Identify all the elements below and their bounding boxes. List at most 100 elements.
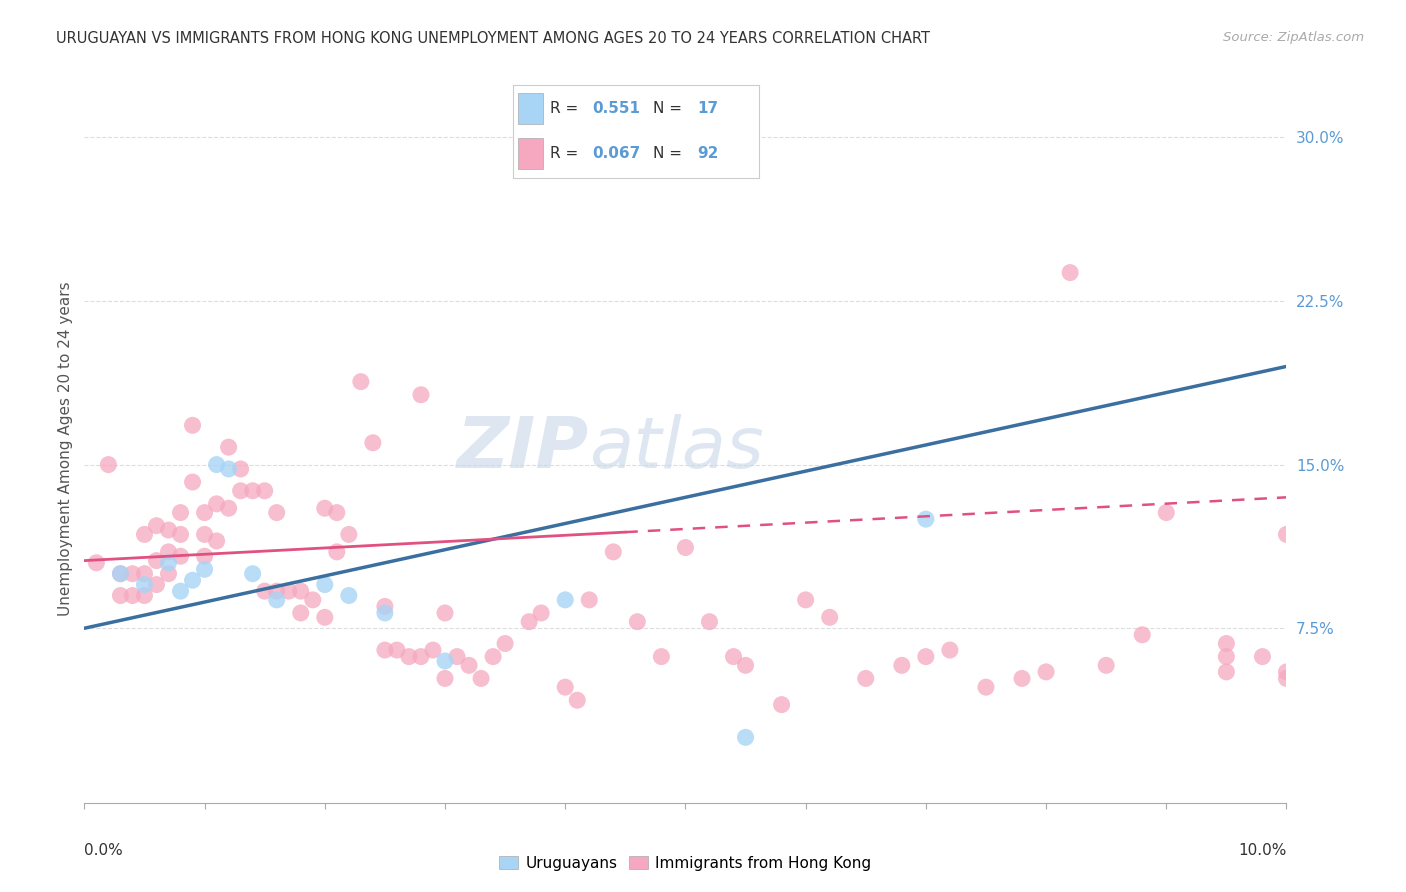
Point	[194, 549, 217, 564]
Point	[1156, 506, 1178, 520]
Point	[337, 527, 360, 541]
Point	[181, 475, 204, 489]
Point	[374, 606, 396, 620]
Point	[266, 584, 288, 599]
Point	[734, 731, 756, 745]
Point	[434, 654, 457, 668]
Legend: Uruguayans, Immigrants from Hong Kong: Uruguayans, Immigrants from Hong Kong	[494, 849, 877, 877]
Point	[301, 593, 323, 607]
Point	[1275, 527, 1298, 541]
Point	[181, 418, 204, 433]
Point	[337, 589, 360, 603]
Text: R =: R =	[550, 146, 583, 161]
Point	[939, 643, 962, 657]
Point	[446, 649, 468, 664]
Point	[470, 672, 492, 686]
Point	[409, 388, 432, 402]
Point	[86, 556, 108, 570]
Point	[567, 693, 589, 707]
Text: Source: ZipAtlas.com: Source: ZipAtlas.com	[1223, 31, 1364, 45]
Point	[194, 562, 217, 576]
Point	[266, 593, 288, 607]
Point	[723, 649, 745, 664]
Text: 92: 92	[697, 146, 718, 161]
FancyBboxPatch shape	[517, 138, 543, 169]
Point	[1130, 628, 1153, 642]
Point	[205, 533, 228, 548]
Point	[734, 658, 756, 673]
FancyBboxPatch shape	[517, 93, 543, 124]
Point	[675, 541, 697, 555]
Point	[770, 698, 793, 712]
Point	[134, 577, 156, 591]
Point	[890, 658, 912, 673]
Point	[409, 649, 432, 664]
Text: 17: 17	[697, 101, 718, 116]
Point	[314, 501, 336, 516]
Point	[494, 636, 516, 650]
Text: 0.067: 0.067	[592, 146, 640, 161]
Point	[121, 566, 143, 581]
Point	[650, 649, 672, 664]
Point	[385, 643, 408, 657]
Point	[1215, 636, 1237, 650]
Point	[218, 501, 240, 516]
Point	[169, 506, 191, 520]
Point	[134, 527, 156, 541]
Point	[205, 497, 228, 511]
Text: 10.0%: 10.0%	[1239, 843, 1286, 858]
Point	[1275, 672, 1298, 686]
Point	[97, 458, 120, 472]
Point	[218, 462, 240, 476]
Point	[915, 649, 938, 664]
Point	[434, 606, 457, 620]
Point	[482, 649, 505, 664]
Point	[110, 566, 132, 581]
Point	[314, 610, 336, 624]
Text: N =: N =	[654, 146, 688, 161]
Point	[326, 506, 349, 520]
Point	[253, 584, 276, 599]
Point	[181, 573, 204, 587]
Point	[458, 658, 481, 673]
Point	[134, 589, 156, 603]
Point	[266, 506, 288, 520]
Point	[145, 577, 167, 591]
Point	[242, 483, 264, 498]
Point	[818, 610, 841, 624]
Point	[554, 593, 576, 607]
Point	[1059, 266, 1081, 280]
Point	[253, 483, 276, 498]
Point	[517, 615, 540, 629]
Text: R =: R =	[550, 101, 583, 116]
Point	[157, 523, 180, 537]
Point	[602, 545, 624, 559]
Point	[554, 680, 576, 694]
Text: 0.551: 0.551	[592, 101, 640, 116]
Point	[626, 615, 648, 629]
Point	[157, 556, 180, 570]
Point	[794, 593, 817, 607]
Point	[1095, 658, 1118, 673]
Point	[326, 545, 349, 559]
Y-axis label: Unemployment Among Ages 20 to 24 years: Unemployment Among Ages 20 to 24 years	[58, 281, 73, 615]
Point	[290, 606, 312, 620]
Point	[229, 462, 252, 476]
Point	[169, 527, 191, 541]
Point	[422, 643, 444, 657]
Point	[1251, 649, 1274, 664]
Text: 0.0%: 0.0%	[84, 843, 124, 858]
Point	[1035, 665, 1057, 679]
Point	[145, 553, 167, 567]
Point	[218, 440, 240, 454]
Point	[915, 512, 938, 526]
Point	[157, 566, 180, 581]
Point	[578, 593, 600, 607]
Point	[110, 589, 132, 603]
Point	[530, 606, 553, 620]
Point	[205, 458, 228, 472]
Point	[169, 584, 191, 599]
Point	[361, 435, 384, 450]
Point	[277, 584, 299, 599]
Point	[242, 566, 264, 581]
